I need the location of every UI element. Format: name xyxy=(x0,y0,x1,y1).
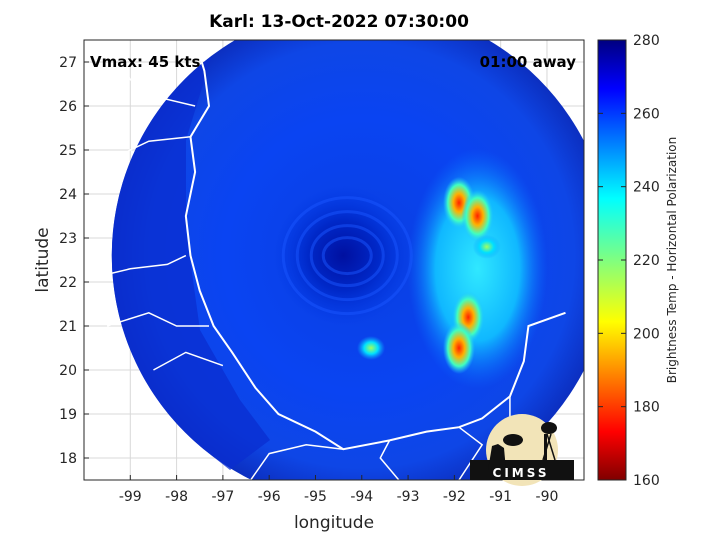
y-tick-label-9: 27 xyxy=(59,55,77,71)
y-axis-label: latitude xyxy=(33,227,53,292)
colorbar-tick-label-6: 280 xyxy=(633,33,660,49)
chart-title: Karl: 13-Oct-2022 07:30:00 xyxy=(209,12,469,32)
x-tick-label-0: -99 xyxy=(119,489,142,505)
y-tick-label-7: 25 xyxy=(59,143,77,159)
cold-cell-3 xyxy=(443,322,475,374)
y-tick-label-6: 24 xyxy=(59,187,77,203)
colorbar-tick-label-4: 240 xyxy=(633,180,660,196)
land-region-warm xyxy=(111,55,271,470)
border-line-0 xyxy=(106,40,196,107)
x-tick-label-5: -94 xyxy=(350,489,373,505)
x-tick-label-2: -97 xyxy=(211,489,234,505)
logo-dish xyxy=(488,444,506,470)
border-line-2 xyxy=(93,254,187,279)
x-tick-label-3: -96 xyxy=(258,489,281,505)
spiral-band-0 xyxy=(321,236,373,276)
x-tick-label-1: -98 xyxy=(165,489,188,505)
spiral-band-2 xyxy=(295,210,399,302)
y-tick-label-2: 20 xyxy=(59,363,77,379)
x-tick-label-4: -95 xyxy=(304,489,327,505)
storm-core xyxy=(273,185,414,326)
cimss-logo: CIMSS xyxy=(470,414,574,486)
vmax-annotation: Vmax: 45 kts xyxy=(90,53,200,71)
colorbar-label: Brightness Temp - Horizontal Polarizatio… xyxy=(665,137,679,384)
x-tick-label-9: -90 xyxy=(536,489,559,505)
cold-cell-5 xyxy=(472,234,501,259)
cold-cell-4 xyxy=(357,336,386,360)
colorbar-tick-label-5: 260 xyxy=(633,106,660,122)
logo-tank xyxy=(541,422,557,434)
x-tick-label-7: -92 xyxy=(443,489,466,505)
y-tick-label-4: 22 xyxy=(59,275,77,291)
border-line-3 xyxy=(106,311,209,327)
spiral-band-1 xyxy=(309,224,385,288)
border-line-4 xyxy=(153,351,224,371)
y-tick-label-8: 26 xyxy=(59,99,77,115)
border-line-1 xyxy=(84,136,191,164)
logo-text: CIMSS xyxy=(493,466,550,480)
border-line-6 xyxy=(379,440,400,480)
border-line-7 xyxy=(458,426,484,480)
x-axis-label: longitude xyxy=(294,513,374,533)
convective-band xyxy=(407,148,548,389)
colorbar-tick-label-0: 160 xyxy=(633,473,660,489)
brightness-temperature-swath xyxy=(111,40,584,480)
colorbar-ticks: 160 180 200 220 240 260 280 xyxy=(598,33,660,489)
x-ticks: -99 -98 -97 -96 -95 -94 -93 -92 -91 -90 xyxy=(119,475,559,505)
x-tick-label-8: -91 xyxy=(489,489,512,505)
cold-cell-1 xyxy=(461,190,494,242)
y-tick-label-3: 21 xyxy=(59,319,77,335)
y-tick-label-0: 18 xyxy=(59,451,77,467)
plot-area xyxy=(84,40,584,480)
colorbar-tick-label-1: 180 xyxy=(633,400,660,416)
coastline xyxy=(184,40,566,451)
y-ticks: 18 19 20 21 22 23 24 25 26 27 xyxy=(59,55,89,467)
logo-dish-top xyxy=(503,434,523,446)
colorbar-tick-label-2: 200 xyxy=(633,326,660,342)
colorbar-tick-label-3: 220 xyxy=(633,253,660,269)
y-tick-label-5: 23 xyxy=(59,231,77,247)
y-tick-label-1: 19 xyxy=(59,407,77,423)
axes-frame xyxy=(83,39,585,481)
time-away-annotation: 01:00 away xyxy=(480,53,577,71)
logo-tower xyxy=(544,434,547,460)
x-tick-label-6: -93 xyxy=(397,489,420,505)
border-line-5 xyxy=(250,444,344,480)
